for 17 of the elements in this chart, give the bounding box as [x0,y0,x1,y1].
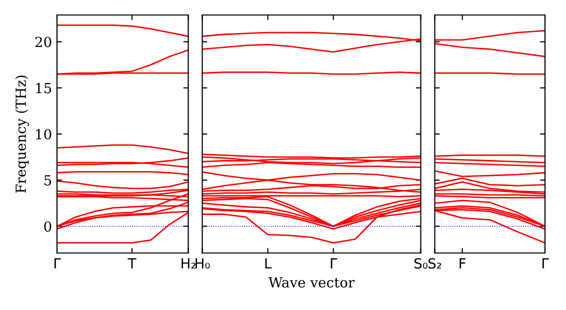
y-tick-label: 10 [36,128,52,140]
x-tick-label: F [460,258,466,268]
y-tick-label: 0 [44,221,52,232]
y-tick-label: 15 [36,82,52,94]
x-tick-label: H₂ [182,258,196,268]
x-tick-label: H₀ [196,258,210,269]
y-tick-label: 5 [44,175,52,186]
y-axis-title: Frequency (THz) [15,76,29,193]
y-tick-label: 20 [35,36,52,48]
x-tick-label: Γ [330,258,338,268]
x-tick-label: Γ [54,258,61,268]
x-tick-label: S₀ [414,258,428,269]
x-tick-label: Γ [542,258,549,268]
x-tick-label: L [265,258,272,268]
x-tick-label: T [128,258,136,268]
x-tick-label: S₂ [428,258,442,269]
x-axis-title: Wave vector [268,277,355,288]
